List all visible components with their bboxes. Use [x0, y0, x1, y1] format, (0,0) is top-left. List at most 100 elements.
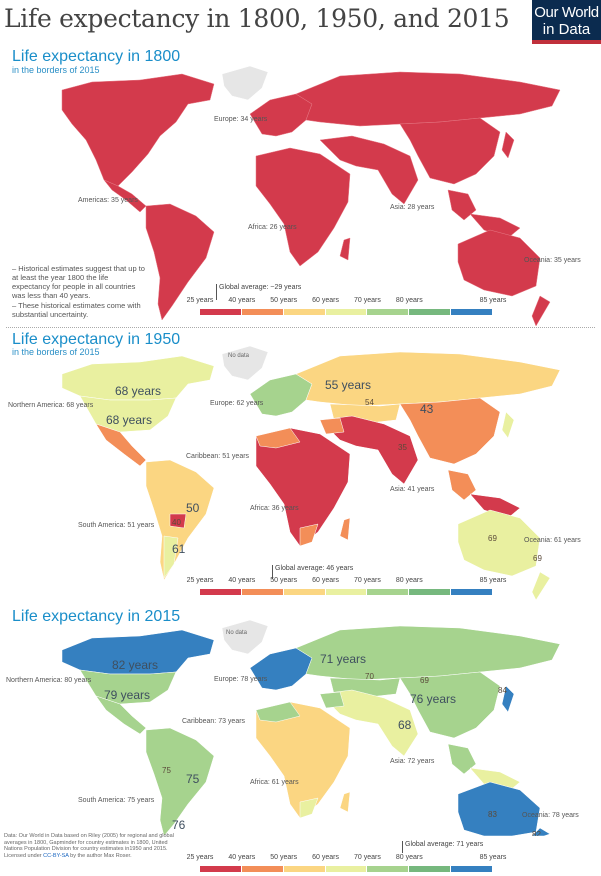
global-average-marker-2015 — [402, 841, 403, 853]
legend-tick-label: 40 years — [228, 577, 256, 584]
label-north-america-2015: Northern America: 80 years — [6, 677, 92, 684]
logo-accent-bar — [532, 40, 601, 44]
label-north-america-1950: Northern America: 68 years — [8, 402, 94, 409]
panel-1800-heading: Life expectancy in 1800 — [12, 48, 181, 65]
global-average-marker-1950 — [272, 565, 273, 579]
legend-swatch — [325, 866, 367, 872]
label-oceania-2015: Oceania: 78 years — [522, 812, 579, 819]
legend-swatch — [325, 589, 367, 595]
label-asia-1800: Asia: 28 years — [390, 204, 435, 211]
value-japan-2015: 84 — [498, 686, 507, 695]
label-africa-1950: Africa: 36 years — [250, 505, 299, 512]
legend-tick-label: 40 years — [228, 854, 256, 861]
logo-line2: in Data — [542, 21, 591, 38]
legend-swatch — [241, 309, 283, 315]
legend-swatch — [283, 309, 325, 315]
global-average-1950: Global average: 46 years — [275, 565, 354, 572]
value-peru-2015: 75 — [162, 766, 171, 775]
legend-tick-label: 50 years — [270, 854, 298, 861]
legend-swatch — [367, 866, 409, 872]
panel-1950-heading: Life expectancy in 1950 — [12, 331, 181, 348]
no-data-label-2015: No data — [226, 630, 248, 636]
legend-swatch — [283, 589, 325, 595]
legend-tick-label: 85 years — [479, 297, 507, 304]
legend-tick-label: 25 years — [186, 577, 214, 584]
label-caribbean-2015: Caribbean: 73 years — [182, 718, 246, 725]
legend-tick-label: 70 years — [353, 577, 381, 584]
value-india-1950: 35 — [398, 443, 407, 452]
legend-tick-label: 60 years — [312, 577, 339, 584]
legend-tick-label: 60 years — [312, 297, 339, 304]
logo-line1: Our World — [534, 4, 599, 21]
value-mongolia-2015: 69 — [420, 676, 429, 685]
value-kazakhstan-2015: 70 — [365, 672, 374, 681]
label-africa-1800: Africa: 26 years — [248, 224, 297, 231]
legend-tick-label: 80 years — [395, 854, 423, 861]
legend-swatch — [283, 866, 325, 872]
note-1800-1: – Historical estimates suggest that up t… — [12, 264, 145, 300]
label-africa-2015: Africa: 61 years — [250, 779, 299, 786]
legend-swatch — [367, 309, 409, 315]
value-brazil-1950: 50 — [186, 501, 200, 515]
legend-swatch — [200, 589, 241, 595]
label-asia-1950: Asia: 41 years — [390, 486, 435, 493]
legend-swatch — [409, 309, 451, 315]
value-china-1950: 43 — [420, 402, 434, 416]
world-map-1950 — [61, 345, 561, 601]
legend-swatch — [409, 589, 451, 595]
label-oceania-1950: Oceania: 61 years — [524, 537, 581, 544]
global-average-marker-1800 — [216, 284, 217, 300]
owid-logo[interactable]: Our World in Data — [532, 0, 601, 44]
label-south-america-2015: South America: 75 years — [78, 797, 155, 804]
value-usa-2015: 79 years — [104, 688, 151, 702]
label-caribbean-1950: Caribbean: 51 years — [186, 453, 250, 460]
license-link[interactable]: CC-BY-SA — [43, 852, 69, 859]
legend-tick-label: 70 years — [353, 854, 381, 861]
label-europe-2015: Europe: 78 years — [214, 676, 268, 683]
no-data-label-1950: No data — [228, 353, 250, 359]
legend-swatch — [451, 866, 492, 872]
value-australia-2015: 83 — [488, 810, 497, 819]
value-russia-2015: 71 years — [320, 652, 367, 666]
panel-1800-subheading: in the borders of 2015 — [12, 65, 100, 75]
value-australia-1950: 69 — [488, 534, 497, 543]
legend-swatch — [200, 866, 241, 872]
value-kazakhstan-1950: 54 — [365, 398, 374, 407]
value-canada-1950: 68 years — [115, 384, 162, 398]
value-canada-2015: 82 years — [112, 658, 159, 672]
value-india-2015: 68 — [398, 718, 412, 732]
label-europe-1950: Europe: 62 years — [210, 400, 264, 407]
world-map-1800 — [61, 65, 561, 326]
source-text: Data: Our World in Data based on Riley (… — [4, 833, 174, 859]
panel-1950: Life expectancy in 1950 in the borders o… — [0, 328, 601, 606]
note-1800-2: – These historical estimates come with s… — [12, 301, 141, 319]
legend-tick-label: 50 years — [270, 297, 298, 304]
panel-2015-heading: Life expectancy in 2015 — [12, 608, 181, 625]
legend-swatch — [200, 309, 241, 315]
panel-divider — [6, 327, 595, 328]
panel-1800: Life expectancy in 1800 in the borders o… — [0, 44, 601, 326]
legend-tick-label: 25 years — [186, 854, 214, 861]
legend-tick-label: 70 years — [353, 297, 381, 304]
panel-1950-subheading: in the borders of 2015 — [12, 347, 100, 357]
value-china-2015: 76 years — [410, 692, 457, 706]
label-oceania-1800: Oceania: 35 years — [524, 257, 581, 264]
value-bolivia-1950: 40 — [172, 518, 181, 527]
source-author: by the author Max Roser. — [68, 852, 132, 859]
label-south-america-1950: South America: 51 years — [78, 522, 155, 529]
label-americas-1800: Americas: 35 years — [78, 197, 138, 204]
label-europe-1800: Europe: 34 years — [214, 116, 268, 123]
legend-swatch — [241, 866, 283, 872]
legend-swatch — [451, 309, 492, 315]
source-note: Data: Our World in Data based on Riley (… — [4, 833, 179, 859]
legend-swatch — [325, 309, 367, 315]
legend-tick-label: 60 years — [312, 854, 339, 861]
legend-swatch — [451, 589, 492, 595]
value-argentina-1950: 61 — [172, 542, 186, 556]
legend-tick-label: 25 years — [186, 297, 214, 304]
legend-swatch — [409, 866, 451, 872]
legend-tick-label: 40 years — [228, 297, 256, 304]
legend-tick-label: 80 years — [395, 577, 423, 584]
value-new-zealand-2015: 82 — [532, 830, 541, 836]
legend-swatch — [367, 589, 409, 595]
